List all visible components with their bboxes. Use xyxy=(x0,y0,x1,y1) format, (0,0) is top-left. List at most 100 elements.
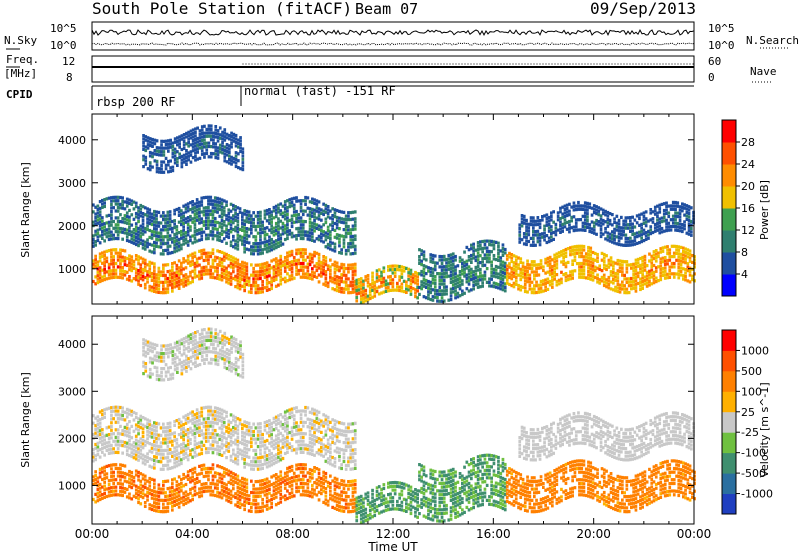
heatmap-cell xyxy=(380,277,383,281)
heatmap-cell xyxy=(626,223,630,227)
heatmap-cell xyxy=(236,226,240,230)
heatmap-cell xyxy=(272,485,276,489)
heatmap-cell xyxy=(329,216,332,220)
heatmap-cell xyxy=(227,254,231,258)
heatmap-cell xyxy=(286,251,289,255)
heatmap-cell xyxy=(518,223,522,227)
heatmap-cell xyxy=(148,264,152,268)
heatmap-cell xyxy=(335,500,339,504)
heatmap-cell xyxy=(560,270,563,274)
heatmap-cell xyxy=(571,245,574,249)
heatmap-cell xyxy=(461,292,464,297)
heatmap-cell xyxy=(454,285,457,290)
heatmap-cell xyxy=(162,506,165,510)
heatmap-cell xyxy=(222,230,226,234)
heatmap-cell xyxy=(485,253,489,257)
heatmap-cell xyxy=(225,494,228,498)
heatmap-cell xyxy=(609,273,613,277)
heatmap-cell xyxy=(607,286,611,290)
heatmap-cell xyxy=(243,492,246,496)
heatmap-cell xyxy=(128,477,131,481)
heatmap-cell xyxy=(279,219,283,223)
heatmap-cell xyxy=(171,485,174,489)
heatmap-cell xyxy=(107,444,111,448)
heatmap-cell xyxy=(185,159,188,163)
heatmap-cell xyxy=(306,213,310,217)
heatmap-cell xyxy=(329,474,332,478)
heatmap-cell xyxy=(191,276,194,280)
heatmap-cell xyxy=(308,276,312,280)
heatmap-cell xyxy=(153,501,156,505)
heatmap-cell xyxy=(604,230,607,234)
heatmap-cell xyxy=(288,260,292,265)
heatmap-cell xyxy=(657,254,660,259)
heatmap-cell xyxy=(141,274,145,278)
heatmap-cell xyxy=(107,425,111,429)
heatmap-cell xyxy=(101,485,104,489)
heatmap-cell xyxy=(317,266,321,270)
heatmap-cell xyxy=(184,220,188,224)
nsearch-tick-bottom: 10^0 xyxy=(708,39,735,52)
heatmap-cell xyxy=(134,236,138,240)
heatmap-cell xyxy=(668,275,672,279)
heatmap-cell xyxy=(164,437,167,441)
heatmap-cell xyxy=(119,248,122,252)
heatmap-cell xyxy=(686,248,690,252)
heatmap-cell xyxy=(288,480,292,484)
heatmap-cell xyxy=(691,278,694,282)
heatmap-cell xyxy=(155,421,158,425)
heatmap-cell xyxy=(162,146,166,150)
heatmap-cell xyxy=(195,257,199,261)
heatmap-cell xyxy=(186,258,190,262)
heatmap-cell xyxy=(338,279,341,283)
heatmap-cell xyxy=(530,280,534,284)
heatmap-cell xyxy=(290,253,294,257)
station-title: South Pole Station (fitACF) xyxy=(92,0,352,18)
heatmap-cell xyxy=(662,215,666,219)
heatmap-cell xyxy=(283,276,287,280)
heatmap-cell xyxy=(204,265,208,269)
heatmap-cell xyxy=(279,258,283,262)
heatmap-cell xyxy=(263,272,267,276)
heatmap-cell xyxy=(645,264,649,268)
heatmap-cell xyxy=(342,238,346,242)
heatmap-cell xyxy=(202,248,206,252)
heatmap-cell xyxy=(679,266,683,270)
heatmap-cell xyxy=(121,482,124,486)
heatmap-cell xyxy=(329,279,332,283)
heatmap-cell xyxy=(551,278,554,282)
heatmap-cell xyxy=(290,260,294,264)
heatmap-cell xyxy=(261,505,264,509)
heatmap-cell xyxy=(141,492,145,496)
heatmap-cell xyxy=(440,265,444,269)
heatmap-cell xyxy=(94,416,97,420)
heatmap-cell xyxy=(128,261,131,265)
heatmap-cell xyxy=(340,498,343,502)
heatmap-cell xyxy=(627,284,631,288)
heatmap-cell xyxy=(101,216,104,220)
heatmap-cell xyxy=(609,256,613,260)
heatmap-cell xyxy=(277,207,280,211)
heatmap-cell xyxy=(666,252,669,256)
heatmap-cell xyxy=(279,481,283,485)
heatmap-cell xyxy=(488,256,491,260)
heatmap-cell xyxy=(633,218,637,222)
heatmap-cell xyxy=(162,273,165,278)
heatmap-cell xyxy=(320,225,323,229)
heatmap-cell xyxy=(340,505,343,509)
freq-label: Freq. xyxy=(6,53,39,66)
heatmap-cell xyxy=(139,437,143,441)
heatmap-cell xyxy=(139,214,143,218)
heatmap-cell xyxy=(270,498,273,502)
heatmap-cell xyxy=(148,168,152,172)
heatmap-cell xyxy=(229,216,233,220)
heatmap-cell xyxy=(609,259,613,263)
heatmap-cell xyxy=(422,274,426,278)
heatmap-cell xyxy=(572,229,576,233)
heatmap-cell xyxy=(635,241,639,245)
heatmap-cell xyxy=(335,222,339,226)
heatmap-cell xyxy=(214,152,218,156)
heatmap-cell xyxy=(107,269,111,273)
heatmap-cell xyxy=(265,243,269,247)
heatmap-cell xyxy=(236,206,240,210)
